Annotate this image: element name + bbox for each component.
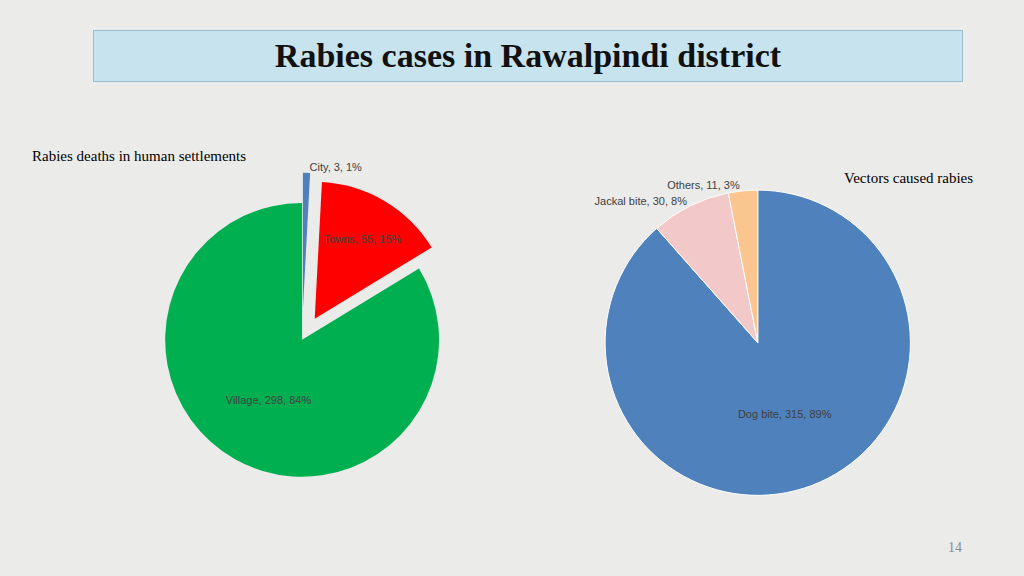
svg-text:Rabies deaths in human settlem: Rabies deaths in human settlements [32,148,246,164]
html-text:Rabies cases in Rawalpindi dis: Rabies cases in Rawalpindi district [274,37,782,74]
html-text:14: 14 [948,540,962,555]
svg-text:Jackal bite, 30, 8%: Jackal bite, 30, 8% [595,195,688,207]
svg-text:Others, 11, 3%: Others, 11, 3% [667,179,740,191]
svg-text:Vectors caused rabies: Vectors caused rabies [844,170,973,186]
svg-text:Dog bite, 315, 89%: Dog bite, 315, 89% [738,408,832,420]
svg-text:City, 3, 1%: City, 3, 1% [310,161,363,173]
svg-text:Village, 298, 84%: Village, 298, 84% [226,394,312,406]
svg-text:Towns, 55, 15%: Towns, 55, 15% [324,233,402,245]
